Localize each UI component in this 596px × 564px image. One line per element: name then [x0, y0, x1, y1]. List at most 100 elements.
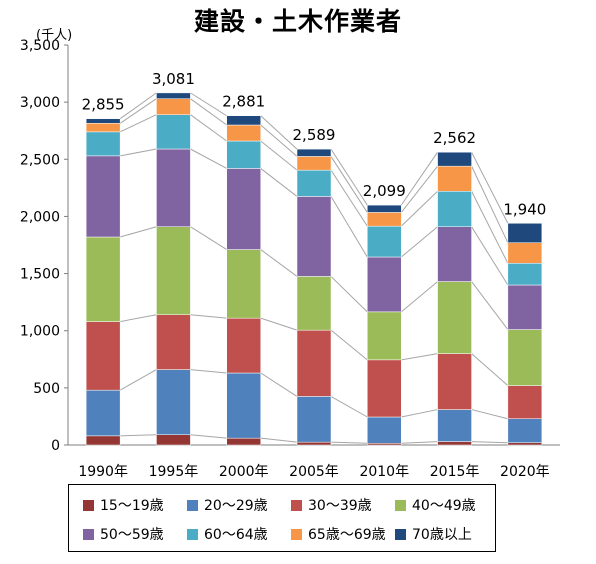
labels: 2,855 3,081 2,881 2,589 2,099 2,562 1,940	[82, 70, 547, 218]
chart-title: 建設・土木作業者	[193, 7, 402, 36]
y-tick-label: 0	[51, 438, 60, 454]
connector-line	[260, 140, 298, 171]
bar-segment	[226, 437, 261, 446]
bar-segment	[507, 385, 543, 419]
connector-line	[119, 98, 157, 124]
connector-line	[119, 369, 157, 391]
connector-line	[400, 165, 438, 213]
bar-segment	[296, 441, 332, 446]
bar-segment	[296, 169, 332, 197]
y-tick-label: 500	[33, 381, 60, 397]
connector-line	[260, 168, 298, 197]
connector-line	[120, 314, 157, 323]
total-label: 2,099	[363, 182, 406, 200]
series-connector-lines	[119, 92, 509, 444]
bar-segment	[156, 314, 191, 370]
y-tick-label: 3,500	[20, 38, 60, 54]
x-tick-label: 2010年	[359, 464, 409, 480]
legend-item: 70歳以上	[395, 524, 472, 544]
bar-segment	[226, 115, 261, 126]
bar-segment	[296, 196, 332, 277]
bar-segment	[156, 226, 191, 315]
y-tick-label: 2,500	[20, 152, 60, 168]
bar-segment	[507, 329, 543, 386]
bar-segment	[367, 256, 402, 313]
connector-line	[400, 151, 438, 206]
connector-line	[400, 190, 438, 227]
legend-item: 50～59歳	[83, 524, 164, 544]
connector-line	[190, 98, 228, 126]
bar-segment	[367, 204, 402, 213]
bar-segment	[296, 396, 332, 443]
connector-line	[120, 148, 157, 157]
legend-swatch	[83, 499, 94, 511]
x-tick-label: 2020年	[500, 464, 550, 480]
bar-segment	[437, 441, 472, 446]
bar-segment	[85, 321, 121, 391]
bar-segment	[85, 118, 121, 124]
bar-segment	[156, 434, 191, 446]
bar-segment	[437, 353, 472, 410]
connector-line	[471, 353, 509, 386]
x-tick-label: 2000年	[219, 464, 269, 480]
bar-segment	[156, 92, 191, 99]
bar-segment	[226, 249, 261, 319]
bar-segment	[85, 123, 121, 133]
connector-line	[471, 409, 508, 420]
legend-label: 50～59歳	[100, 527, 164, 543]
legend-label: 15～19歳	[100, 498, 164, 514]
connector-line	[400, 226, 438, 258]
connector-line	[190, 92, 227, 117]
connector-line	[119, 92, 157, 120]
connector-line	[330, 156, 368, 213]
connector-line	[330, 196, 368, 258]
bar-segment	[85, 155, 121, 238]
connector-line	[190, 114, 228, 142]
legend-label: 65歳～69歳	[308, 527, 386, 543]
y-axis-label: (千人)	[36, 28, 72, 43]
bar-segment	[296, 329, 332, 397]
legend-label: 70歳以上	[412, 527, 472, 543]
legend-item: 30～39歳	[291, 495, 372, 515]
connector-line	[260, 317, 298, 331]
x-tick-label: 1995年	[149, 464, 199, 480]
total-label: 1,940	[503, 200, 546, 218]
bar-segment	[507, 284, 543, 330]
connector-line	[401, 441, 438, 444]
bar-segment	[367, 225, 402, 258]
legend-item: 60～64歳	[187, 524, 268, 544]
connector-line	[471, 226, 509, 286]
bar-segment	[507, 263, 543, 286]
connector-line	[260, 437, 298, 443]
connector-line	[190, 369, 227, 374]
bar-segment	[367, 416, 402, 444]
legend-swatch	[395, 528, 406, 540]
x-tick-label: 2005年	[289, 464, 339, 480]
connector-line	[330, 395, 368, 418]
bar-segment	[296, 276, 332, 331]
connector-line	[190, 434, 227, 439]
total-label: 2,855	[82, 96, 125, 114]
connector-line	[400, 281, 438, 313]
axes: 0 500 1,000 1,500 2,000 2,500 3,000 3,500(千人) 19…	[20, 28, 560, 480]
connector-line	[119, 114, 157, 133]
connector-line	[260, 249, 298, 277]
y-tick-label: 3,000	[20, 95, 60, 111]
y-tick-label: 1,000	[20, 324, 60, 340]
connector-line	[471, 441, 508, 444]
legend: 15～19歳 20～29歳 30～39歳 40～49歳 50～59歳 60～64歳 65歳～…	[68, 484, 496, 552]
total-label: 3,081	[152, 70, 195, 88]
bar-segment	[226, 140, 261, 169]
bar-segment	[437, 151, 472, 167]
connector-line	[401, 409, 438, 418]
legend-swatch	[291, 528, 302, 540]
bar-segment	[85, 435, 121, 446]
legend-swatch	[187, 528, 198, 540]
connector-line	[190, 314, 227, 319]
bar-segment	[507, 442, 543, 446]
total-label: 2,589	[293, 126, 336, 144]
bar-segment	[507, 418, 543, 443]
bar-segment	[437, 281, 472, 354]
x-tick-label: 2015年	[430, 464, 480, 480]
